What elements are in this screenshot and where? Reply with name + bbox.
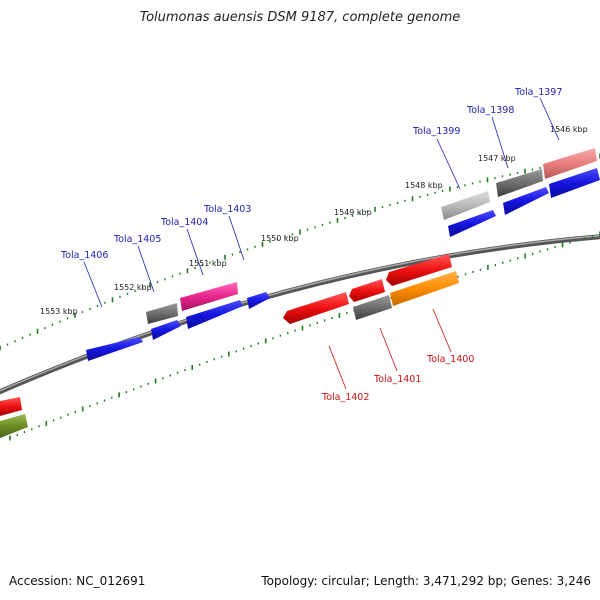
gene-label-tola-1404[interactable]: Tola_1404 [160, 217, 208, 228]
gene-feature-tola-1397-salmon[interactable] [543, 148, 597, 179]
kbp-label: 1546 kbp [550, 125, 588, 134]
gene-feature-tola-1398-grey[interactable] [496, 169, 543, 197]
accession-label: Accession: NC_012691 [9, 574, 146, 588]
gene-feature-left-red[interactable] [0, 397, 22, 416]
scale-ticks-forward [0, 153, 600, 351]
gene-feature-tola-1401[interactable] [353, 295, 392, 320]
gene-label-tola-1402[interactable]: Tola_1402 [321, 392, 369, 403]
gene-label-tola-1403[interactable]: Tola_1403 [203, 204, 251, 215]
gene-feature-tola-1403[interactable] [247, 292, 270, 309]
forward-leader-lines [83, 97, 560, 308]
gene-feature-tola-1406[interactable] [86, 337, 143, 361]
genome-backbone-highlight [0, 235, 600, 392]
gene-label-tola-1399[interactable]: Tola_1399 [412, 126, 460, 137]
kbp-label: 1551 kbp [189, 259, 227, 268]
gene-label-tola-1401[interactable]: Tola_1401 [373, 374, 421, 385]
gene-feature-tola-1397[interactable] [549, 168, 600, 198]
gene-feature-tola-1398[interactable] [503, 187, 549, 215]
gene-label-tola-1406[interactable]: Tola_1406 [60, 250, 108, 261]
gene-feature-tola-1400-red[interactable] [386, 254, 452, 286]
map-title: Tolumonas auensis DSM 9187, complete gen… [139, 10, 461, 25]
gene-feature-tola-1405[interactable] [151, 320, 181, 340]
gene-label-tola-1405[interactable]: Tola_1405 [113, 234, 161, 245]
gene-feature-tola-1402[interactable] [283, 292, 349, 324]
kbp-label: 1549 kbp [334, 208, 372, 217]
reverse-leader-lines [328, 308, 452, 390]
topology-label: Topology: circular; Length: 3,471,292 bp… [261, 574, 591, 588]
kbp-label: 1547 kbp [478, 154, 516, 163]
gene-feature-tola-1401-red[interactable] [349, 279, 385, 302]
gene-feature-tola-1405-grey[interactable] [146, 303, 178, 324]
gene-feature-tola-1404-blue[interactable] [186, 300, 243, 329]
genome-backbone [0, 234, 600, 395]
gene-feature-tola-1400[interactable] [390, 271, 459, 306]
gene-label-tola-1397[interactable]: Tola_1397 [514, 87, 562, 98]
gene-feature-left-olive[interactable] [0, 414, 28, 438]
kbp-label: 1552 kbp [114, 283, 152, 292]
gene-feature-tola-1399-grey[interactable] [441, 191, 490, 220]
gene-feature-tola-1399[interactable] [448, 210, 496, 237]
scale-ticks-reverse [9, 231, 600, 441]
kbp-label: 1548 kbp [405, 181, 443, 190]
gene-label-tola-1398[interactable]: Tola_1398 [466, 105, 514, 116]
kbp-label: 1550 kbp [261, 234, 299, 243]
reverse-genes [0, 254, 459, 438]
forward-genes [86, 148, 600, 361]
gene-label-tola-1400[interactable]: Tola_1400 [426, 354, 474, 365]
kbp-label: 1553 kbp [40, 307, 78, 316]
gene-feature-tola-1404[interactable] [180, 282, 238, 311]
